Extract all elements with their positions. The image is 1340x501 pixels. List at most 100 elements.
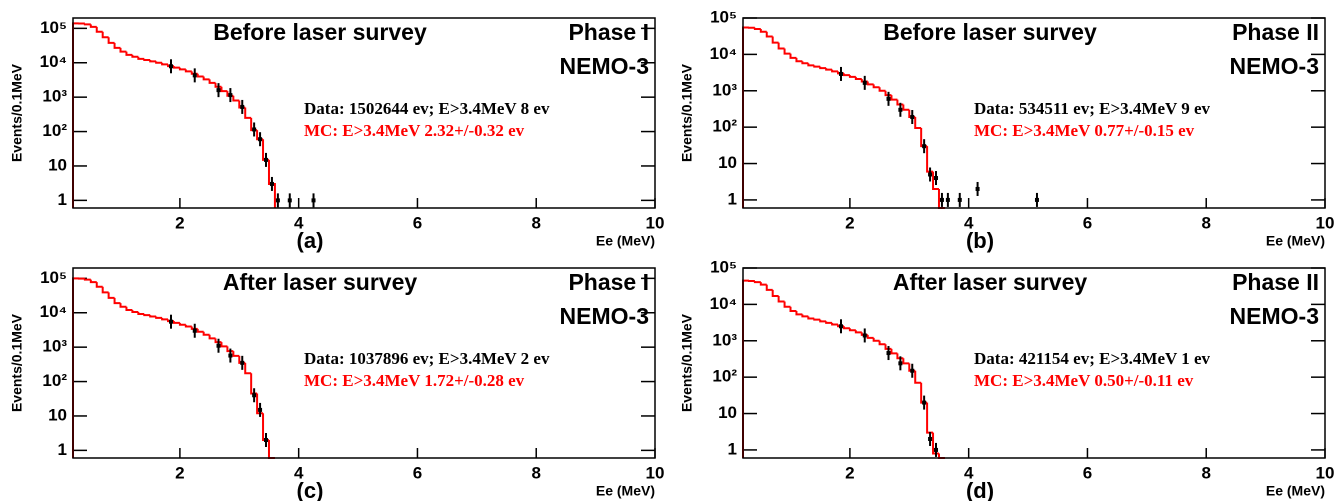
marker [838, 324, 843, 329]
histogram-bin [107, 37, 115, 44]
y-tick-label: 10 [718, 403, 737, 422]
histogram-bin [267, 440, 275, 459]
data-point [264, 152, 269, 167]
data-point [939, 192, 944, 207]
histogram-bin [202, 331, 210, 336]
histogram-bin [872, 84, 880, 89]
y-tick-label: 10³ [42, 337, 67, 356]
histogram-bin [819, 66, 827, 70]
marker [898, 107, 903, 112]
x-tick-label: 8 [1201, 463, 1210, 482]
histogram-bin [914, 117, 922, 129]
y-tick-label: 10² [712, 367, 737, 386]
plot-frame [72, 267, 656, 459]
y-tick-label: 10⁴ [40, 52, 67, 71]
histogram-bin [101, 31, 109, 39]
title: Before laser survey [213, 19, 427, 45]
histogram-bin [842, 326, 850, 330]
histogram-bin [244, 362, 252, 375]
x-tick-label: 6 [413, 463, 422, 482]
histogram-bin [825, 68, 833, 71]
histogram-bin [131, 54, 139, 58]
data-point [928, 431, 933, 446]
x-tick-label: 6 [1083, 463, 1092, 482]
histogram-bin [184, 69, 192, 73]
x-axis-label: Ee (MeV) [596, 483, 655, 499]
data-note: Data: 421154 ev; E>3.4MeV 1 ev [974, 349, 1210, 368]
title: After laser survey [223, 269, 418, 295]
x-tick-label: 10 [646, 213, 665, 232]
histogram-bin [902, 358, 910, 365]
y-axis-label: Events/0.1MeV [9, 313, 25, 412]
data-point [922, 395, 927, 410]
marker [910, 368, 915, 373]
histogram-bin [801, 314, 809, 318]
mc-note: MC: E>3.4MeV 0.77+/-0.15 ev [974, 121, 1195, 140]
histogram-bin [783, 301, 791, 308]
y-tick-label: 10² [42, 371, 67, 390]
marker [240, 104, 245, 109]
histogram-bin [89, 279, 97, 284]
marker [939, 197, 944, 202]
experiment: NEMO-3 [560, 53, 649, 79]
histogram-bin [172, 66, 180, 69]
histogram-bin [765, 31, 773, 38]
histogram-bin [842, 73, 850, 77]
data-point [240, 355, 245, 370]
data-point [228, 88, 233, 103]
marker [287, 198, 292, 203]
marker [922, 400, 927, 405]
histogram-bin [813, 318, 821, 321]
marker [168, 64, 173, 69]
histogram-bin [783, 48, 791, 55]
mc-note: MC: E>3.4MeV 2.32+/-0.32 ev [304, 121, 525, 140]
data-point [945, 192, 950, 207]
data-point [258, 132, 263, 147]
histogram-bin [95, 26, 103, 33]
marker [228, 93, 233, 98]
histogram-bin [742, 279, 749, 458]
histogram-bin [848, 328, 856, 332]
histogram-bin [208, 334, 216, 340]
y-tick-label: 10 [48, 155, 67, 174]
y-tick-label: 1 [728, 189, 737, 208]
histogram-bin [89, 24, 97, 28]
experiment: NEMO-3 [560, 303, 649, 329]
y-axis-label: Events/0.1MeV [679, 313, 695, 412]
data-point [168, 314, 173, 329]
histogram-bin [825, 321, 833, 324]
x-axis-label: Ee (MeV) [1266, 233, 1325, 249]
histogram-bin [83, 23, 91, 26]
histogram-bin [771, 289, 779, 298]
histogram-bin [866, 334, 874, 339]
marker [934, 176, 939, 181]
marker [928, 172, 933, 177]
title: After laser survey [893, 269, 1088, 295]
histogram-bin [914, 370, 922, 384]
histogram-bin [178, 322, 186, 326]
marker [910, 115, 915, 120]
y-tick-label: 10⁴ [710, 294, 737, 313]
marker [975, 186, 980, 191]
histogram-bin [789, 306, 797, 312]
marker [1034, 197, 1039, 202]
x-tick-label: 4 [964, 213, 974, 232]
data-point [934, 442, 939, 457]
marker [311, 198, 316, 203]
data-point [258, 402, 263, 417]
mc-note: MC: E>3.4MeV 1.72+/-0.28 ev [304, 371, 525, 390]
data-point [1034, 192, 1039, 207]
data-note: Data: 1502644 ev; E>3.4MeV 8 ev [304, 99, 550, 118]
y-tick-label: 10⁴ [710, 44, 737, 63]
marker [922, 144, 927, 149]
experiment: NEMO-3 [1230, 303, 1319, 329]
y-tick-label: 10⁵ [710, 7, 737, 26]
histogram-bin [72, 277, 79, 458]
x-tick-label: 6 [1083, 213, 1092, 232]
data-point [862, 75, 867, 90]
marker [945, 197, 950, 202]
data-point [898, 102, 903, 117]
phase: Phase II [1232, 19, 1319, 45]
marker [258, 137, 263, 142]
